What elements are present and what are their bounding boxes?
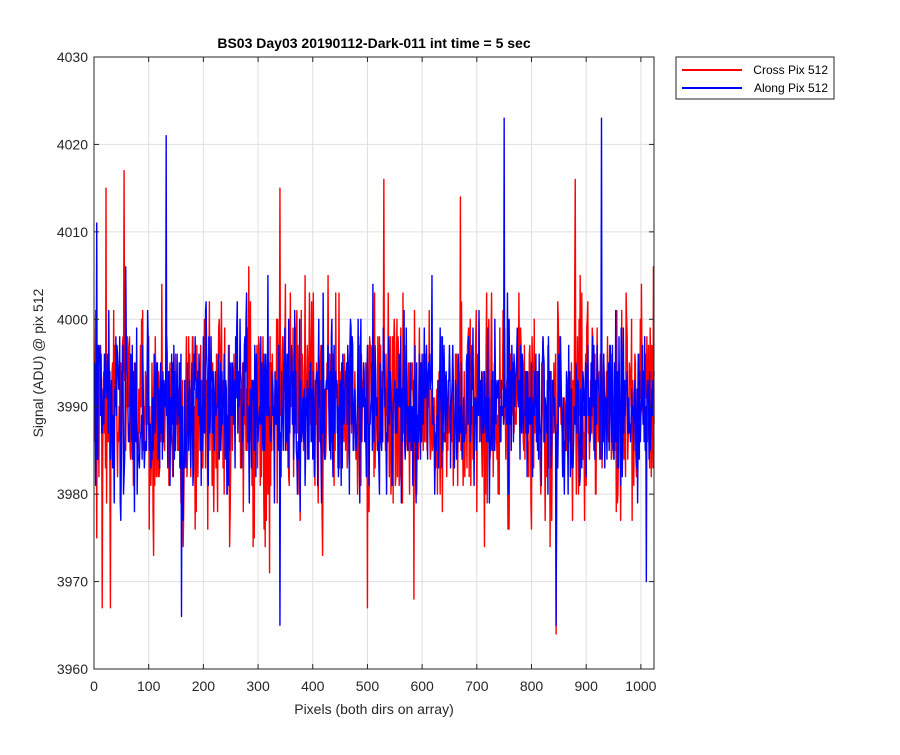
series-line-along xyxy=(93,117,655,626)
legend[interactable]: Cross Pix 512 Along Pix 512 xyxy=(675,56,835,100)
x-tick-label: 100 xyxy=(137,678,161,694)
chart-title: BS03 Day03 20190112-Dark-011 int time = … xyxy=(217,35,530,51)
x-tick-label: 700 xyxy=(465,678,489,694)
y-tick-label: 3990 xyxy=(57,399,88,415)
legend-box xyxy=(675,56,835,100)
x-tick-label: 200 xyxy=(192,678,216,694)
legend-label-along: Along Pix 512 xyxy=(754,81,828,95)
legend-label-cross: Cross Pix 512 xyxy=(753,63,828,77)
x-axis-label: Pixels (both dirs on array) xyxy=(294,701,454,717)
x-tick-label: 900 xyxy=(575,678,599,694)
x-tick-label: 500 xyxy=(356,678,380,694)
y-tick-label: 4030 xyxy=(57,49,88,65)
x-tick-label: 300 xyxy=(246,678,270,694)
x-tick-label: 600 xyxy=(410,678,434,694)
series-layer xyxy=(93,117,655,635)
y-axis-label: Signal (ADU) @ pix 512 xyxy=(30,288,46,437)
y-tick-label: 3980 xyxy=(57,486,88,502)
y-tick-label: 3970 xyxy=(57,574,88,590)
y-tick-label: 3960 xyxy=(57,661,88,677)
y-tick-label: 4000 xyxy=(57,311,88,327)
ticks: 0 100 200 300 400 500 600 700 800 900 1000 3960 3970… xyxy=(57,49,657,694)
x-tick-label: 800 xyxy=(520,678,544,694)
plot-area-frame xyxy=(93,56,655,670)
x-tick-label: 0 xyxy=(90,678,98,694)
y-tick-label: 4020 xyxy=(57,136,88,152)
x-tick-label: 1000 xyxy=(625,678,656,694)
y-tick-label: 4010 xyxy=(57,224,88,240)
x-tick-label: 400 xyxy=(301,678,325,694)
